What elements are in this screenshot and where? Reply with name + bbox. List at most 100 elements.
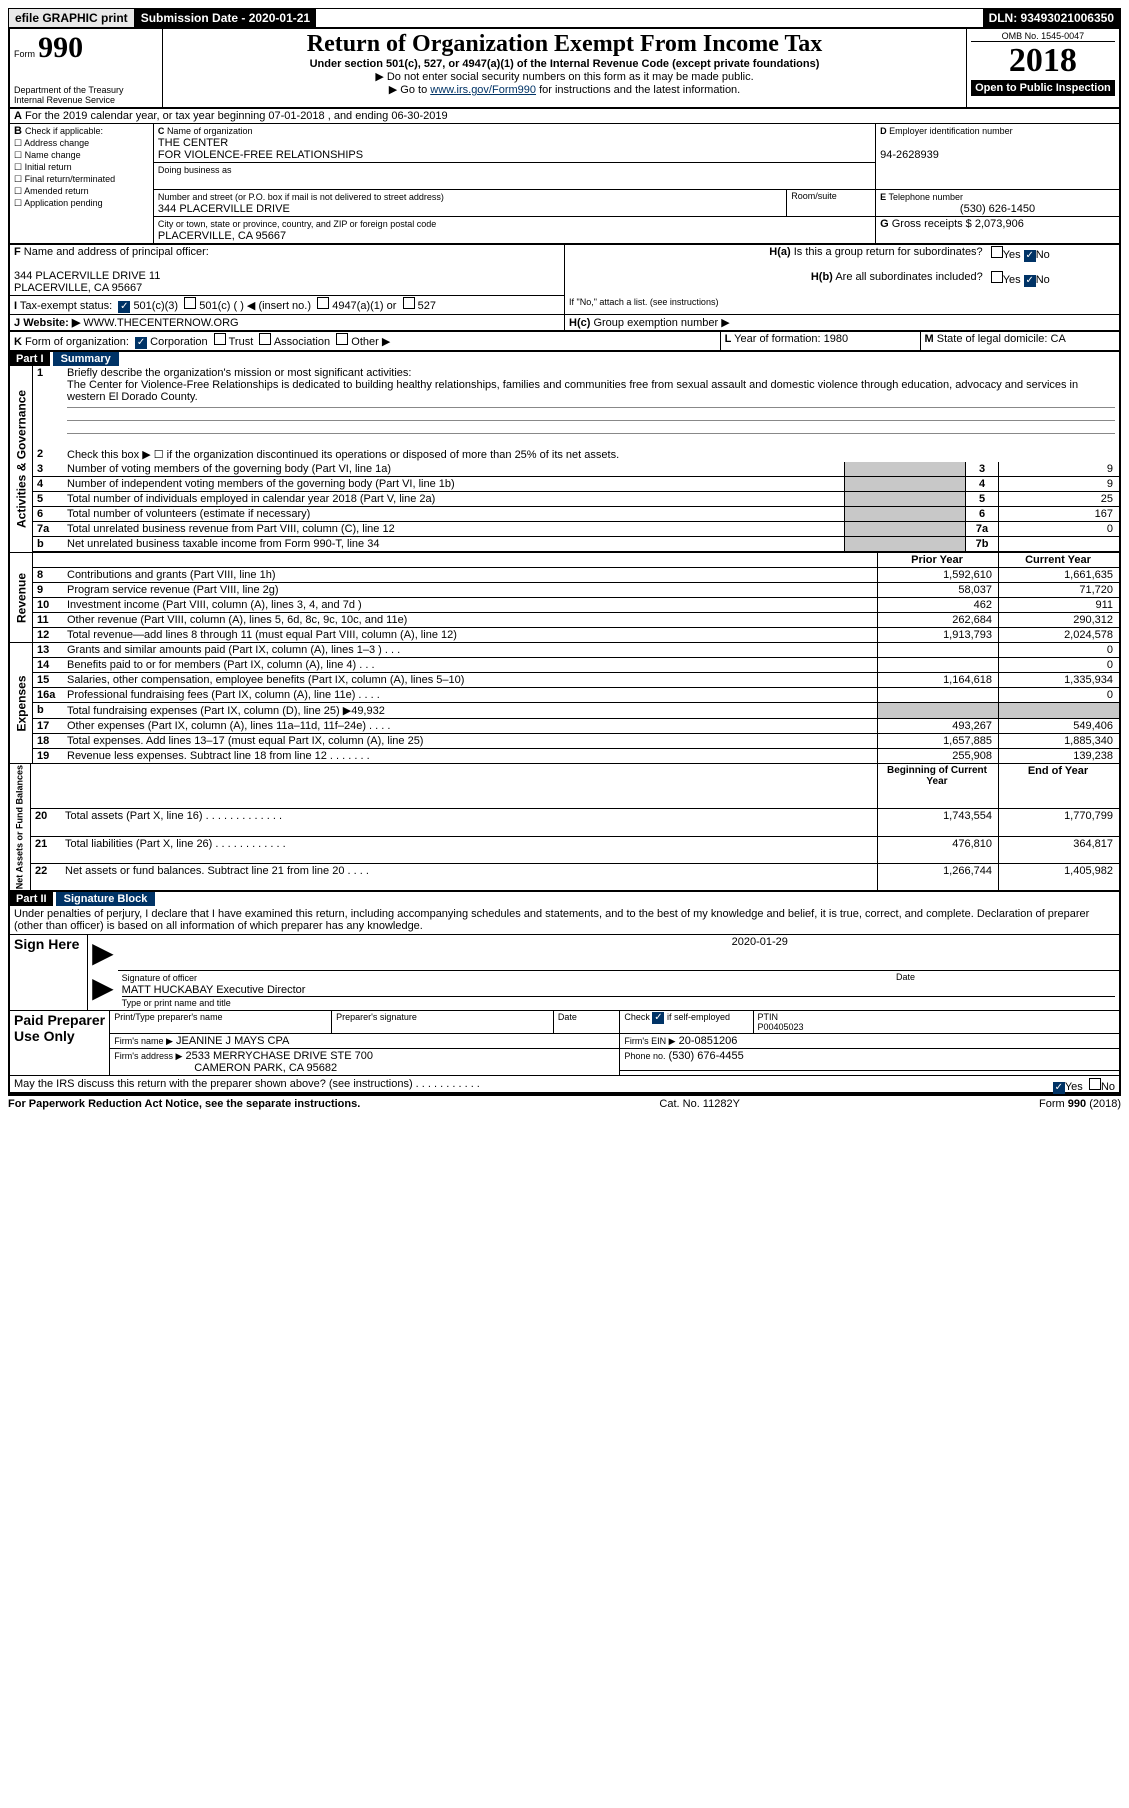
footer-mid: Cat. No. 11282Y [360, 1098, 1039, 1110]
addr-label: Number and street (or P.O. box if mail i… [158, 192, 444, 202]
hc-label: Group exemption number ▶ [593, 317, 729, 329]
subtitle-1: Under section 501(c), 527, or 4947(a)(1)… [167, 58, 962, 70]
subtitle-3: ▶ Go to www.irs.gov/Form990 for instruct… [167, 83, 962, 96]
form-title: Return of Organization Exempt From Incom… [167, 31, 962, 58]
year-formation: 1980 [824, 333, 848, 345]
self-employed-box[interactable]: ✓ [652, 1012, 664, 1024]
omb-number: OMB No. 1545-0047 [971, 31, 1115, 42]
val-3: 9 [999, 462, 1120, 477]
gov-row-4: Number of independent voting members of … [63, 477, 845, 492]
firm-addr-1: 2533 MERRYCHASE DRIVE STE 700 [186, 1050, 373, 1062]
ein: 94-2628939 [880, 149, 939, 161]
side-label-gov: Activities & Governance [10, 366, 33, 552]
website: WWW.THECENTERNOW.ORG [83, 317, 238, 329]
entity-block: B Check if applicable: ☐ Address change … [8, 124, 1121, 245]
rev-9: Program service revenue (Part VIII, line… [63, 583, 878, 598]
discuss-yes-box[interactable]: ✓ [1053, 1082, 1065, 1094]
k-corp-box[interactable]: ✓ [135, 337, 147, 349]
line2-text: Check this box ▶ ☐ if the organization d… [63, 447, 1119, 462]
hb-label: Are all subordinates included? [835, 271, 982, 283]
exp-16b: Total fundraising expenses (Part IX, col… [63, 703, 878, 719]
l-label: Year of formation: [734, 333, 820, 345]
b-opt-5[interactable]: ☐ Application pending [14, 198, 103, 208]
b-opt-0[interactable]: ☐ Address change [14, 138, 89, 148]
firm-name: JEANINE J MAYS CPA [176, 1035, 289, 1047]
part2-title: Signature Block [56, 892, 156, 906]
b-opt-3[interactable]: ☐ Final return/terminated [14, 174, 115, 184]
efile-button[interactable]: efile GRAPHIC print [9, 9, 135, 27]
footer-left: For Paperwork Reduction Act Notice, see … [8, 1098, 360, 1110]
form-number: 990 [38, 31, 83, 64]
side-label-rev: Revenue [10, 553, 33, 643]
d-label: Employer identification number [889, 126, 1013, 136]
domicile-state: CA [1051, 333, 1066, 345]
exp-13: Grants and similar amounts paid (Part IX… [63, 643, 878, 658]
ha-no-box[interactable]: ✓ [1024, 250, 1036, 262]
dln: DLN: 93493021006350 [983, 9, 1120, 27]
klm-block: K Form of organization: ✓ Corporation Tr… [8, 332, 1121, 352]
val-7a: 0 [999, 522, 1120, 537]
footer-right: Form 990 (2018) [1039, 1098, 1121, 1110]
col-end: End of Year [999, 764, 1120, 809]
org-name-2: FOR VIOLENCE-FREE RELATIONSHIPS [158, 149, 363, 161]
f-label: Name and address of principal officer: [24, 246, 209, 258]
e-label: Telephone number [888, 192, 963, 202]
fhij-block: F Name and address of principal officer:… [8, 245, 1121, 332]
part1-band: Part I [10, 352, 50, 366]
rev-11: Other revenue (Part VIII, column (A), li… [63, 613, 878, 628]
i-501c3-box[interactable]: ✓ [118, 301, 130, 313]
part-2: Part II Signature Block Under penalties … [8, 892, 1121, 1094]
page-footer: For Paperwork Reduction Act Notice, see … [8, 1094, 1121, 1110]
tax-year: 2018 [971, 42, 1115, 80]
phone-label: Phone no. [624, 1051, 665, 1061]
b-opt-1[interactable]: ☐ Name change [14, 150, 81, 160]
hb-no-box[interactable]: ✓ [1024, 275, 1036, 287]
k-trust-box[interactable] [214, 333, 226, 345]
m-label: State of legal domicile: [937, 333, 1048, 345]
p-name-label: Print/Type preparer's name [110, 1010, 332, 1033]
col-begin: Beginning of Current Year [878, 764, 999, 809]
i-501c-box[interactable] [184, 297, 196, 309]
telephone: (530) 626-1450 [880, 203, 1115, 215]
dept-line1: Department of the Treasury [14, 85, 158, 95]
ha-label: Is this a group return for subordinates? [794, 246, 983, 258]
rev-10: Investment income (Part VIII, column (A)… [63, 598, 878, 613]
firm-addr-label: Firm's address ▶ [114, 1051, 182, 1061]
b-opt-4[interactable]: ☐ Amended return [14, 186, 89, 196]
firm-addr-2: CAMERON PARK, CA 95682 [194, 1062, 337, 1074]
i-4947-box[interactable] [317, 297, 329, 309]
col-prior: Prior Year [878, 553, 999, 568]
h-note: If "No," attach a list. (see instruction… [565, 296, 1121, 315]
p-sig-label: Preparer's signature [332, 1010, 554, 1033]
k-other-box[interactable] [336, 333, 348, 345]
form-header: Form 990 Department of the Treasury Inte… [8, 28, 1121, 109]
exp-15: Salaries, other compensation, employee b… [63, 673, 878, 688]
city-label: City or town, state or province, country… [158, 219, 436, 229]
val-7b [999, 537, 1120, 552]
exp-18: Total expenses. Add lines 13–17 (must eq… [63, 734, 878, 749]
open-inspection: Open to Public Inspection [971, 80, 1115, 96]
sign-date: 2020-01-29 [732, 936, 788, 948]
gov-row-5: Total number of individuals employed in … [63, 492, 845, 507]
mission-text: The Center for Violence-Free Relationshi… [67, 379, 1078, 403]
gov-row-7b: Net unrelated business taxable income fr… [63, 537, 845, 552]
k-assoc-box[interactable] [259, 333, 271, 345]
hb-yes-box[interactable] [991, 271, 1003, 283]
part2-band: Part II [10, 892, 53, 906]
form-label: Form [14, 49, 35, 59]
ha-yes-box[interactable] [991, 246, 1003, 258]
sig-officer-label: Signature of officer [122, 973, 197, 983]
declaration: Under penalties of perjury, I declare th… [10, 906, 1119, 934]
part1-title: Summary [53, 352, 119, 366]
ptin: P00405023 [758, 1022, 804, 1032]
officer-name: MATT HUCKABAY Executive Director [122, 984, 1115, 997]
discuss-no-box[interactable] [1089, 1078, 1101, 1090]
b-opt-2[interactable]: ☐ Initial return [14, 162, 72, 172]
firm-ein-label: Firm's EIN ▶ [624, 1036, 675, 1046]
dept-line2: Internal Revenue Service [14, 95, 158, 105]
i-527-box[interactable] [403, 297, 415, 309]
instructions-link[interactable]: www.irs.gov/Form990 [430, 84, 536, 96]
phone: (530) 676-4455 [669, 1050, 744, 1062]
gov-row-7a: Total unrelated business revenue from Pa… [63, 522, 845, 537]
k-label: Form of organization: [25, 336, 129, 348]
